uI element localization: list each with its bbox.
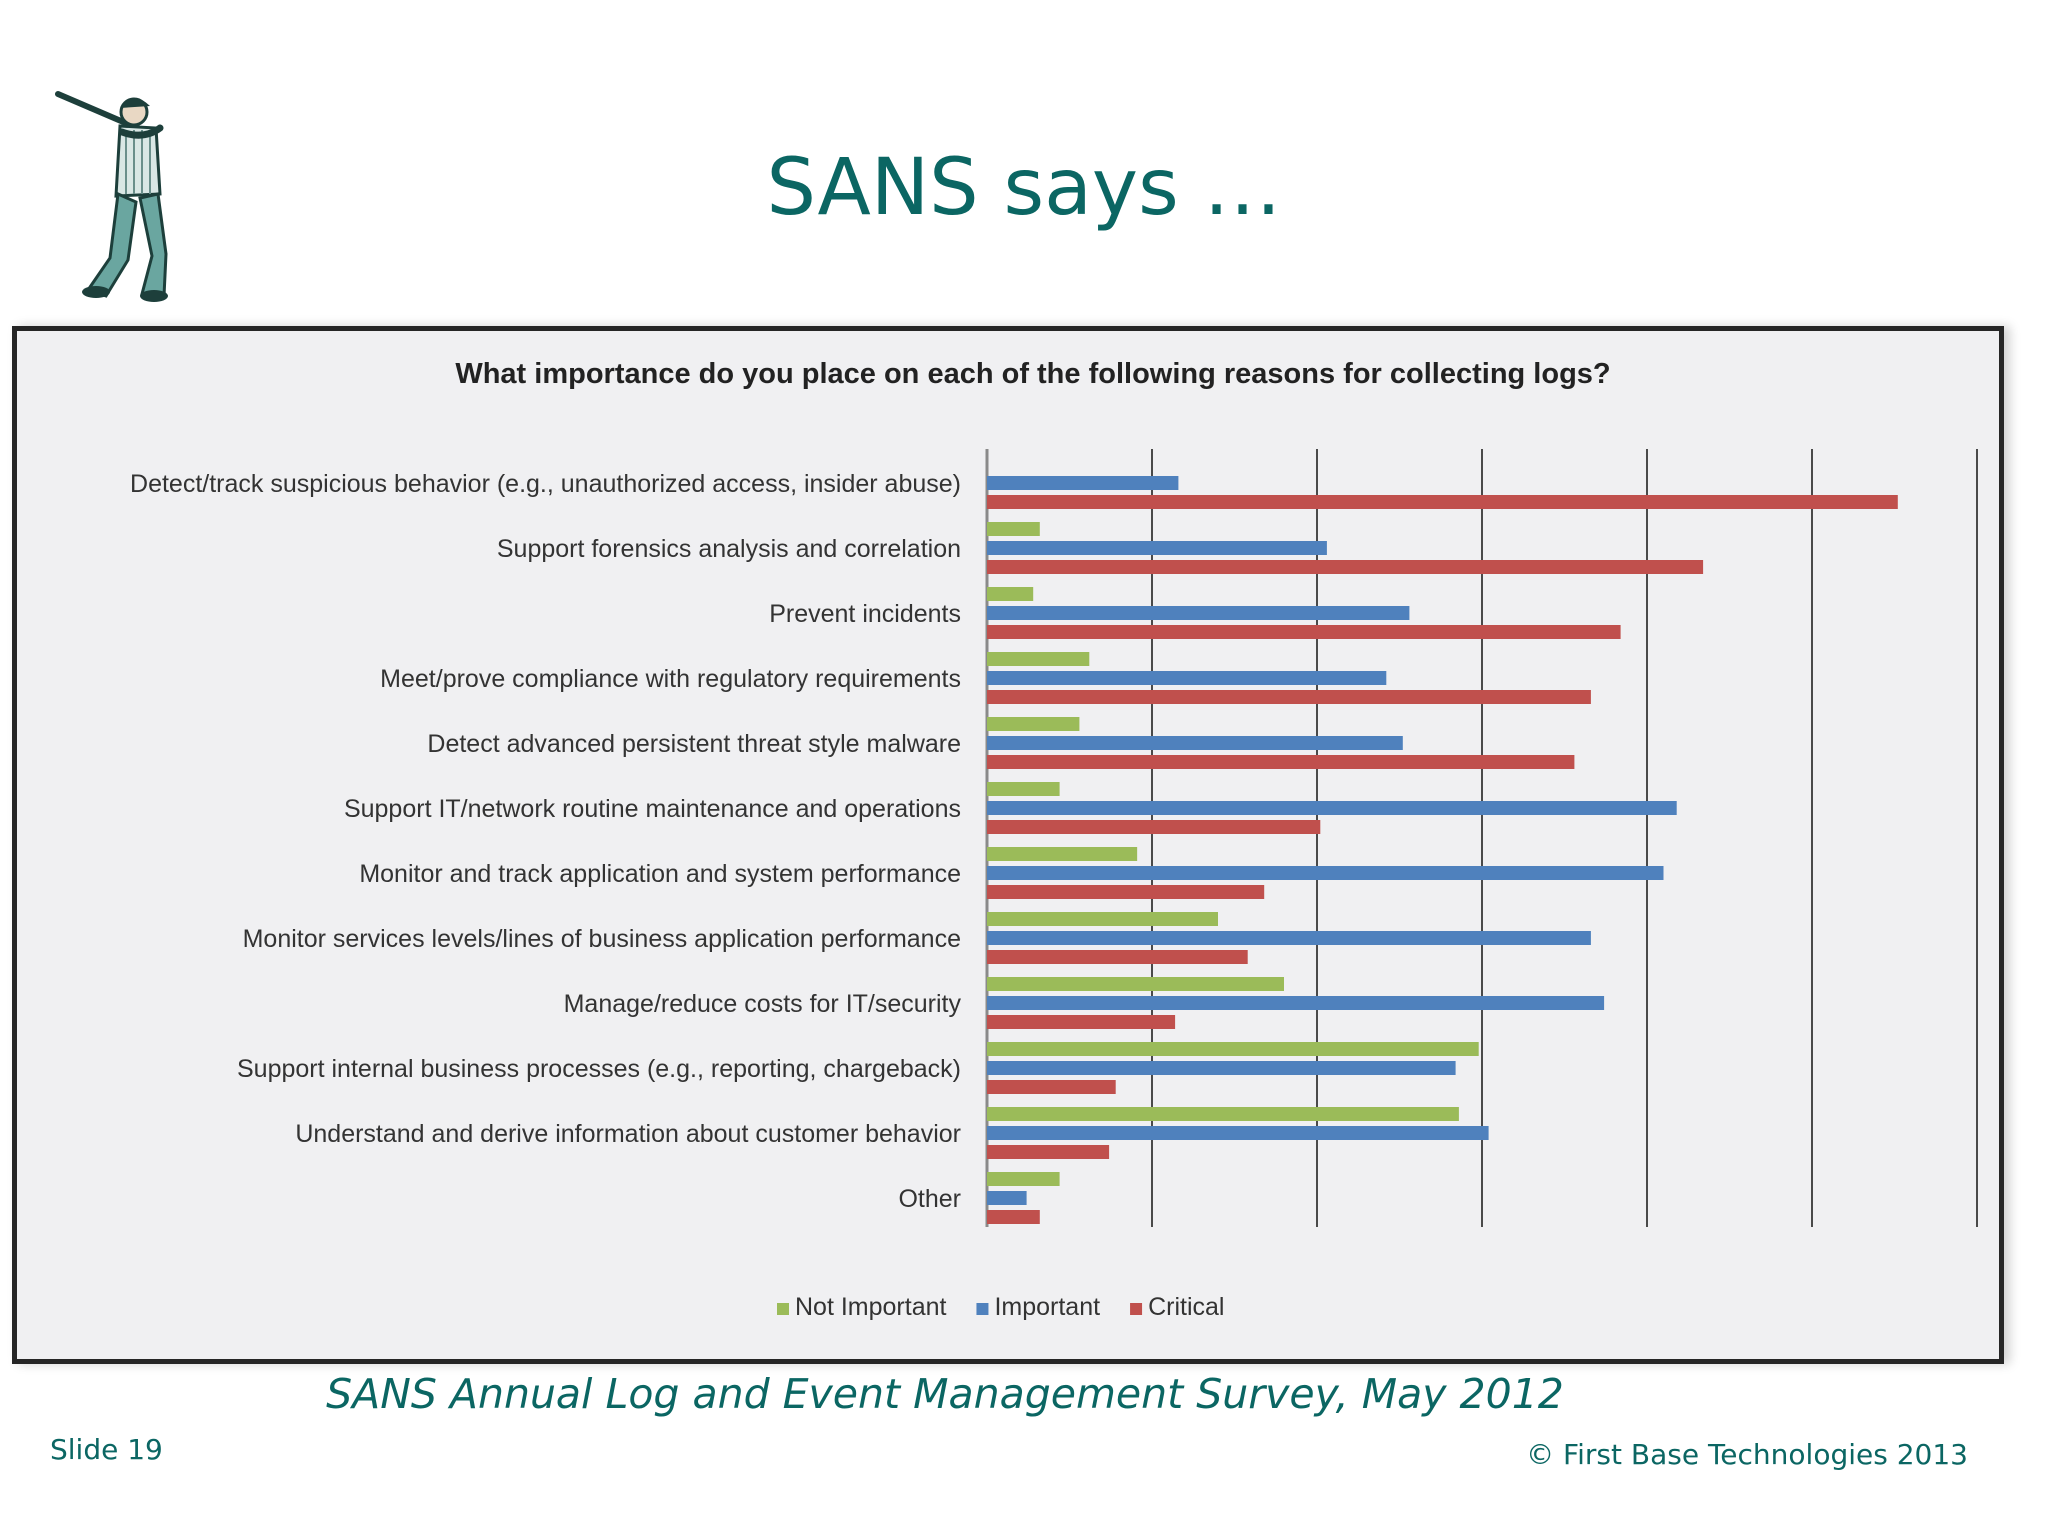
bar-not-important bbox=[987, 1042, 1479, 1056]
legend-swatch bbox=[976, 1303, 989, 1315]
bar-critical bbox=[987, 755, 1575, 769]
bar-critical bbox=[987, 1015, 1176, 1029]
legend-label: Critical bbox=[1148, 1293, 1224, 1321]
bar-not-important bbox=[987, 587, 1034, 601]
bar-important bbox=[987, 606, 1410, 620]
source-caption: SANS Annual Log and Event Management Sur… bbox=[326, 1370, 1564, 1418]
bar-important bbox=[987, 931, 1591, 945]
chart-frame: What importance do you place on each of … bbox=[12, 326, 2004, 1364]
bar-not-important bbox=[987, 977, 1284, 991]
bar-critical bbox=[987, 820, 1321, 834]
bar-not-important bbox=[987, 1172, 1060, 1186]
slide-title: SANS says … bbox=[766, 143, 1282, 233]
bar-important bbox=[987, 801, 1677, 815]
gridlines bbox=[985, 449, 1978, 1227]
legend-label: Not Important bbox=[795, 1293, 947, 1321]
baseball-batter-icon bbox=[55, 91, 168, 302]
category-label: Understand and derive information about … bbox=[295, 1120, 961, 1148]
category-label: Prevent incidents bbox=[769, 600, 961, 628]
bar-not-important bbox=[987, 522, 1040, 536]
legend-label: Important bbox=[994, 1293, 1100, 1321]
bar-chart: What importance do you place on each of … bbox=[130, 358, 1978, 1321]
category-label: Other bbox=[898, 1185, 961, 1213]
bar-not-important bbox=[987, 847, 1138, 861]
bar-important bbox=[987, 476, 1179, 490]
category-label: Support forensics analysis and correlati… bbox=[497, 535, 961, 563]
legend: Not Important Important Critical bbox=[777, 1293, 1224, 1321]
bar-critical bbox=[987, 560, 1704, 574]
bar-not-important bbox=[987, 912, 1218, 926]
category-label: Monitor and track application and system… bbox=[359, 860, 961, 888]
bar-important bbox=[987, 1061, 1456, 1075]
bar-critical bbox=[987, 1210, 1040, 1224]
category-label: Detect advanced persistent threat style … bbox=[427, 730, 961, 758]
bar-not-important bbox=[987, 782, 1060, 796]
bars bbox=[987, 476, 1898, 1224]
bar-important bbox=[987, 866, 1664, 880]
category-label: Monitor services levels/lines of busines… bbox=[243, 925, 961, 953]
bar-important bbox=[987, 996, 1605, 1010]
category-label: Detect/track suspicious behavior (e.g., … bbox=[130, 470, 961, 498]
category-labels: Detect/track suspicious behavior (e.g., … bbox=[130, 470, 961, 1213]
legend-swatch bbox=[1130, 1303, 1143, 1315]
category-label: Support IT/network routine maintenance a… bbox=[344, 795, 961, 823]
bar-critical bbox=[987, 950, 1248, 964]
bar-not-important bbox=[987, 1107, 1459, 1121]
bar-critical bbox=[987, 495, 1898, 509]
slide-number: Slide 19 bbox=[50, 1433, 163, 1466]
bar-critical bbox=[987, 1080, 1116, 1094]
category-label: Meet/prove compliance with regulatory re… bbox=[380, 665, 961, 693]
bar-critical bbox=[987, 625, 1621, 639]
bar-important bbox=[987, 736, 1403, 750]
bar-critical bbox=[987, 885, 1265, 899]
category-label: Manage/reduce costs for IT/security bbox=[564, 990, 962, 1018]
copyright-notice: © First Base Technologies 2013 bbox=[1526, 1438, 1968, 1471]
bar-not-important bbox=[987, 717, 1080, 731]
bar-important bbox=[987, 1126, 1489, 1140]
bar-not-important bbox=[987, 652, 1090, 666]
category-label: Support internal business processes (e.g… bbox=[237, 1055, 961, 1083]
bar-important bbox=[987, 671, 1387, 685]
bar-important bbox=[987, 541, 1327, 555]
chart-title: What importance do you place on each of … bbox=[455, 358, 1610, 390]
bar-critical bbox=[987, 690, 1591, 704]
bar-critical bbox=[987, 1145, 1110, 1159]
bar-important bbox=[987, 1191, 1027, 1205]
legend-swatch bbox=[777, 1303, 789, 1315]
